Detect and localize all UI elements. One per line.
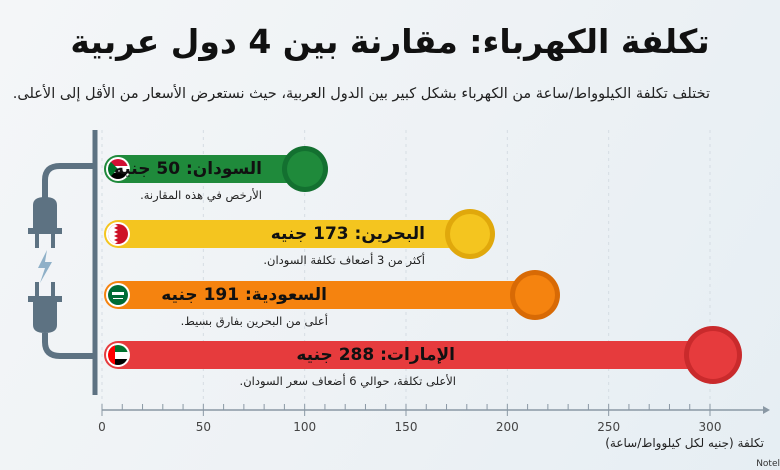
- bar-3: [104, 326, 742, 384]
- bar-end-inner: [515, 275, 555, 315]
- bar-label: البحرين: 173 جنيه: [270, 224, 425, 244]
- bar-label: الإمارات: 288 جنيه: [296, 345, 455, 365]
- bar-0: [104, 146, 328, 192]
- sudan-flag-icon: [106, 157, 130, 181]
- uae-flag-icon: [106, 343, 130, 367]
- bar-end-inner: [450, 214, 490, 254]
- x-tick-label: 0: [98, 420, 106, 434]
- bar-label: السعودية: 191 جنيه: [161, 285, 327, 305]
- x-tick-label: 100: [293, 420, 317, 434]
- page-title: تكلفة الكهرباء: مقارنة بين 4 دول عربية: [70, 22, 710, 61]
- bar-1: [104, 209, 495, 259]
- x-tick-label: 150: [394, 420, 418, 434]
- page-subtitle: تختلف تكلفة الكيلوواط/ساعة من الكهرباء ب…: [12, 86, 710, 102]
- bar: [104, 155, 305, 183]
- bar-annotation: أكثر من 3 أضعاف تكلفة السودان.: [263, 253, 425, 267]
- bar: [104, 220, 470, 248]
- bahrain-flag-icon: [106, 222, 130, 246]
- plug-icon: [28, 130, 98, 395]
- bar-annotation: أعلى من البحرين بفارق بسيط.: [180, 314, 328, 328]
- bar-2: [104, 270, 560, 320]
- bar-label: السودان: 50 جنيه: [114, 159, 262, 179]
- x-tick-label: 300: [698, 420, 722, 434]
- x-tick-label: 50: [195, 420, 211, 434]
- bar: [104, 281, 535, 309]
- bar-end-inner: [287, 151, 323, 187]
- x-axis-title: تكلفة (جنيه لكل كيلوواط/ساعة): [605, 436, 764, 450]
- saudi-flag-icon: [106, 283, 130, 307]
- x-axis-arrow: [763, 406, 770, 414]
- bar: [104, 341, 713, 369]
- bar-end-inner: [689, 331, 737, 379]
- bar-annotation: الأرخص في هذه المقارنة.: [140, 188, 262, 202]
- x-tick-label: 250: [597, 420, 621, 434]
- watermark: Notel: [756, 459, 780, 469]
- x-tick-label: 200: [495, 420, 519, 434]
- bar-annotation: الأعلى تكلفة، حوالي 6 أضعاف سعر السودان.: [239, 374, 456, 388]
